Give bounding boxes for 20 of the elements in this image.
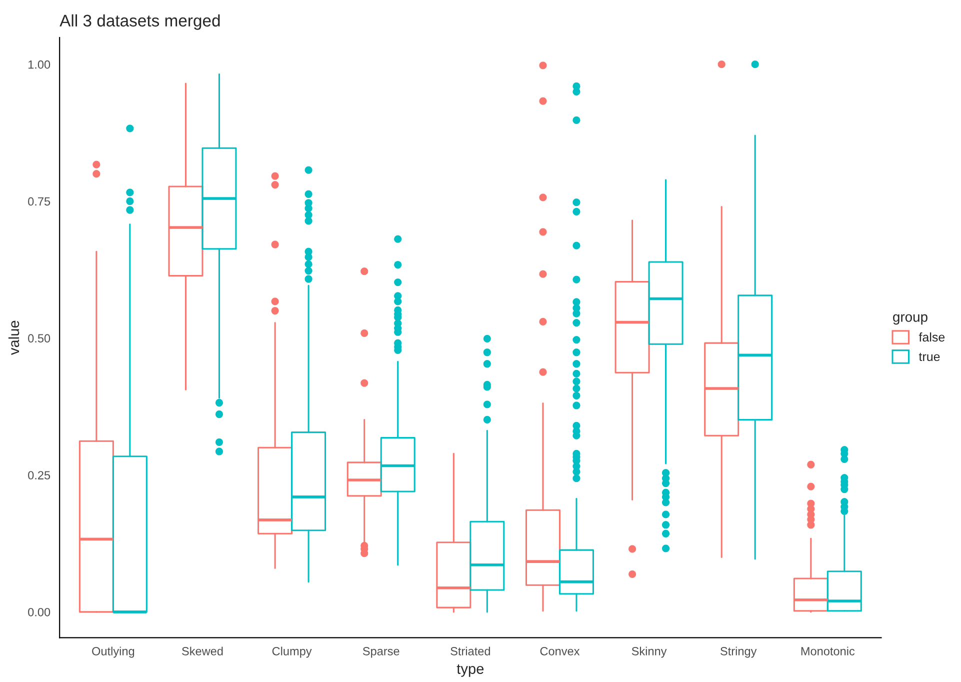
- y-tick-label: 1.00: [28, 60, 50, 69]
- chart-title: All 3 datasets merged: [60, 14, 220, 30]
- x-tick-label: Stringy: [720, 646, 757, 658]
- x-tick-label: Skewed: [182, 646, 223, 656]
- x-tick-label: Outlying: [92, 646, 134, 658]
- legend-title: group: [893, 314, 928, 325]
- y-tick-label: 0.25: [28, 471, 50, 480]
- x-tick-label: Sparse: [362, 647, 400, 658]
- x-tick-label: Monotonic: [801, 646, 855, 656]
- legend-label: true: [918, 352, 940, 362]
- x-tick-label: Striated: [450, 646, 490, 656]
- y-axis-title: value: [8, 320, 20, 355]
- y-tick-label: 0.50: [28, 334, 50, 343]
- x-tick-label: Convex: [540, 647, 580, 656]
- x-tick-label: Clumpy: [272, 646, 312, 658]
- legend-label: false: [918, 332, 945, 342]
- y-tick-label: 0.75: [28, 197, 50, 206]
- x-axis-title: type: [456, 664, 484, 677]
- x-tick-label: Skinny: [632, 646, 667, 658]
- y-tick-label: 0.00: [28, 608, 50, 616]
